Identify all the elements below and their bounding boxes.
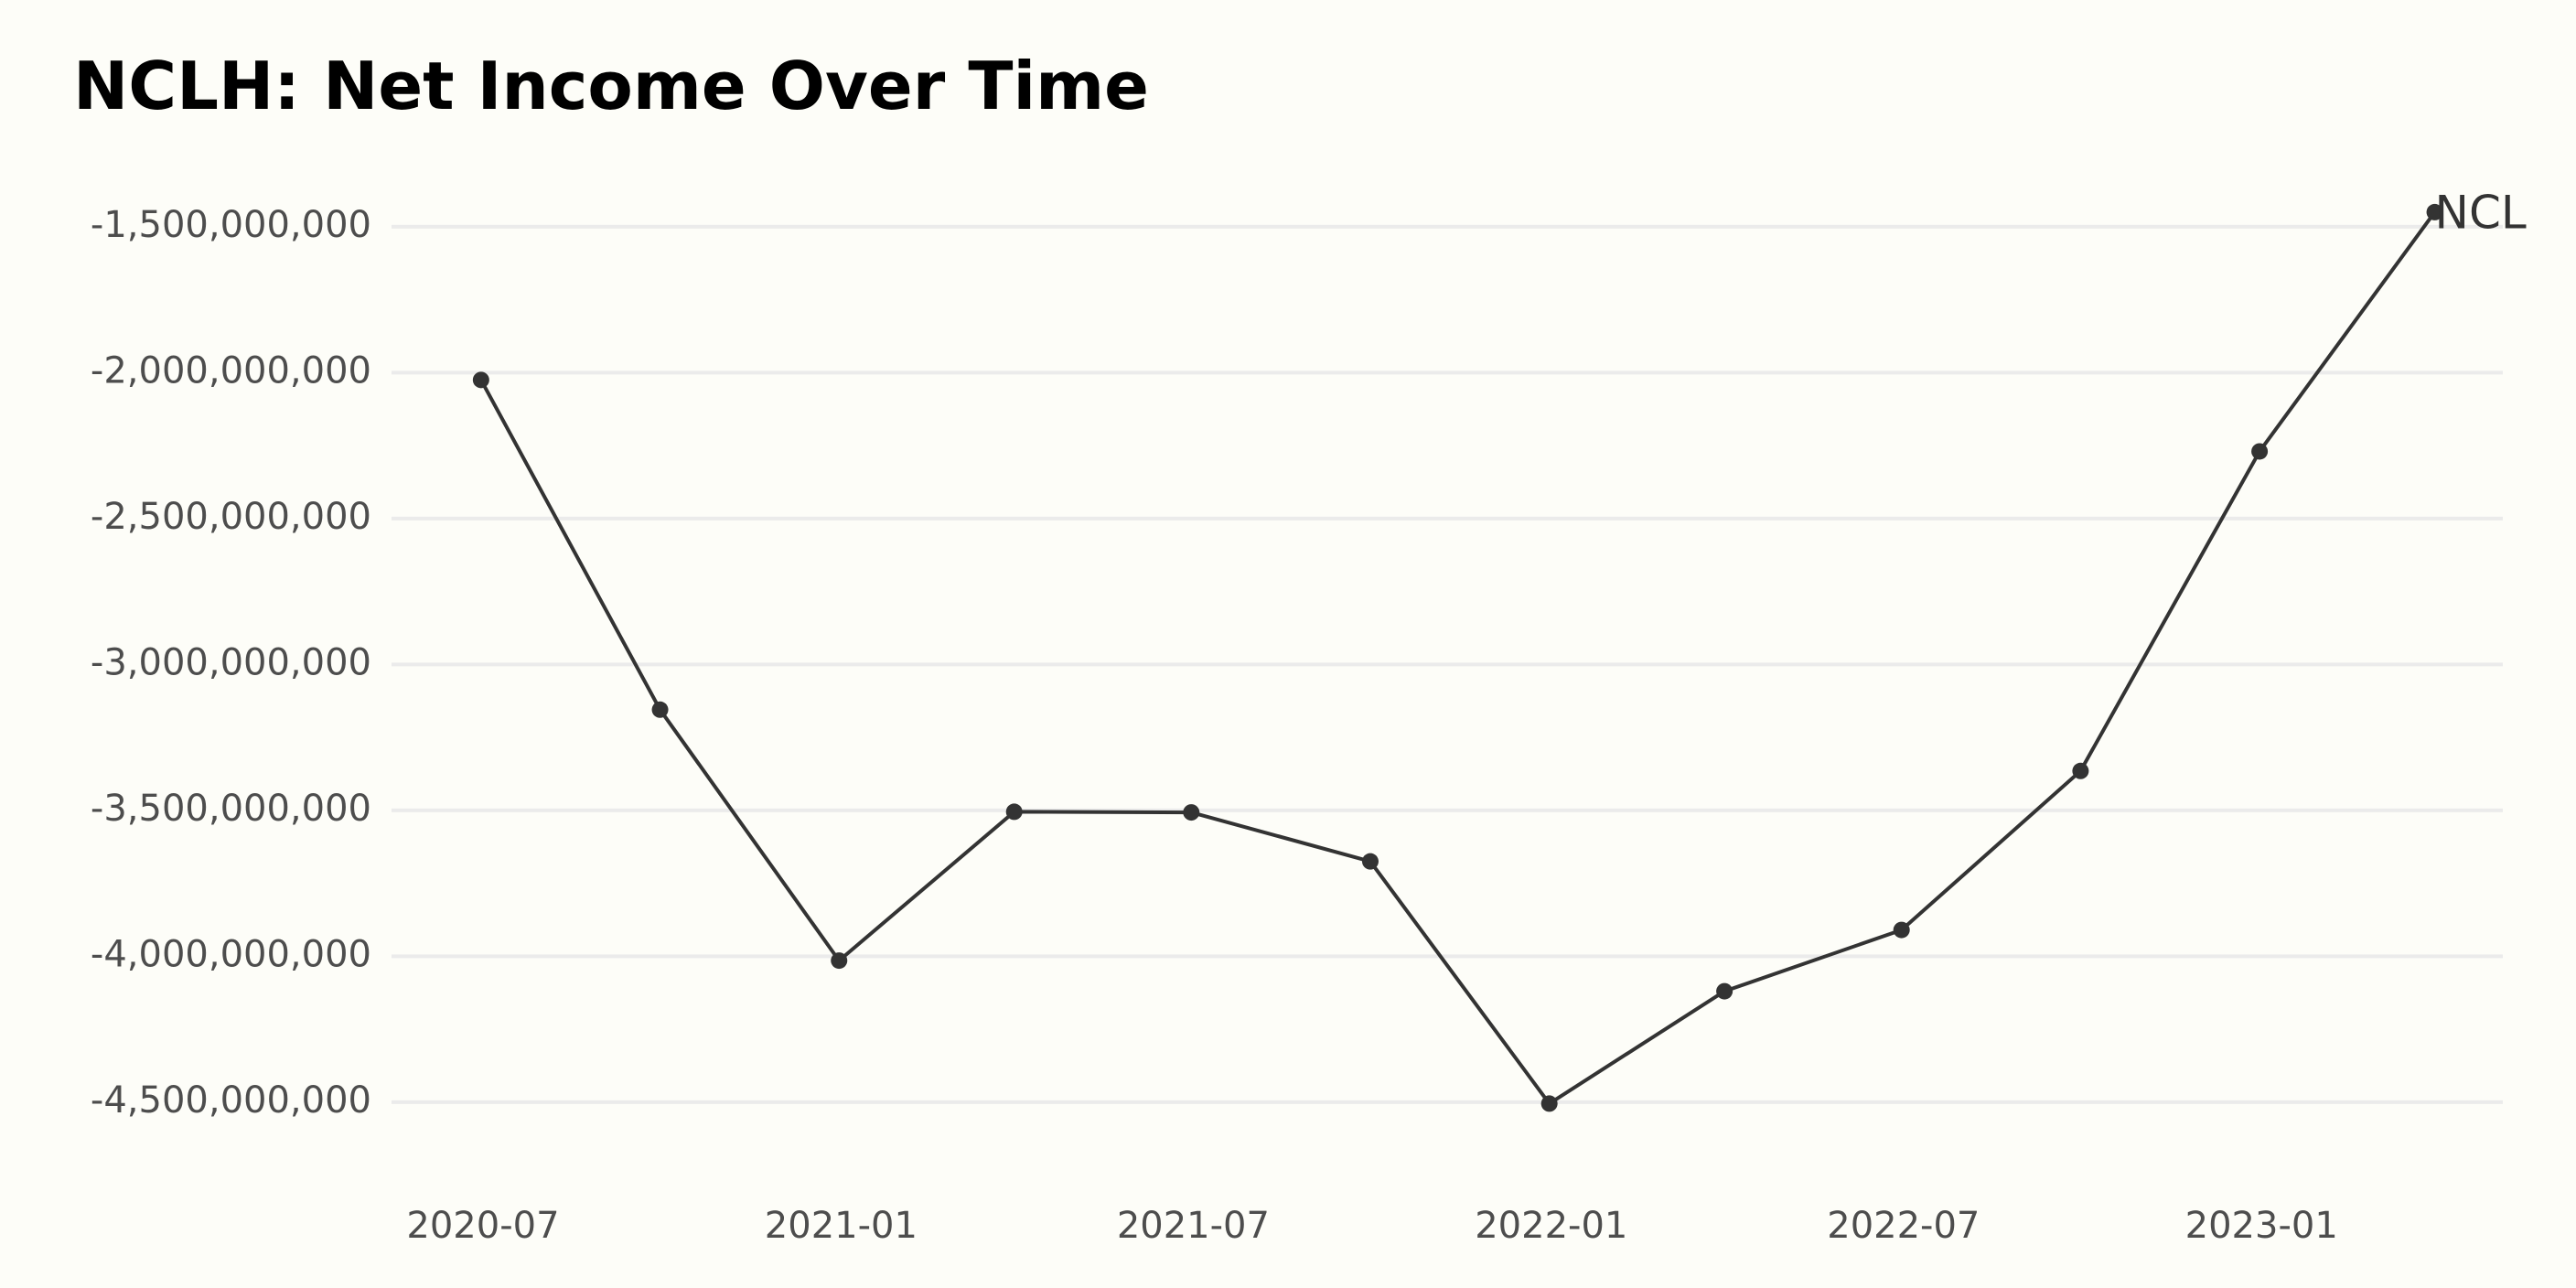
y-tick-label: -1,500,000,000 bbox=[91, 204, 371, 246]
data-point bbox=[1716, 982, 1733, 1000]
x-tick-label: 2021-07 bbox=[1117, 1205, 1270, 1247]
series-layer: NCL bbox=[472, 186, 2527, 1112]
x-tick-label: 2020-07 bbox=[406, 1205, 559, 1247]
series-line bbox=[479, 210, 2437, 1106]
data-point bbox=[1183, 804, 1200, 821]
chart-title: NCLH: Net Income Over Time bbox=[73, 48, 1149, 124]
data-point bbox=[2426, 203, 2443, 220]
x-tick-label: 2021-01 bbox=[765, 1205, 918, 1247]
gridlines bbox=[392, 224, 2503, 1104]
y-tick-label: -2,000,000,000 bbox=[91, 349, 371, 392]
x-tick-label: 2023-01 bbox=[2185, 1205, 2338, 1247]
y-tick-label: -3,000,000,000 bbox=[91, 641, 371, 683]
y-tick-label: -4,000,000,000 bbox=[91, 933, 371, 975]
data-point bbox=[2072, 762, 2089, 779]
data-point bbox=[1540, 1095, 1558, 1112]
data-point bbox=[651, 701, 669, 718]
y-tick-label: -4,500,000,000 bbox=[91, 1079, 371, 1122]
x-tick-label: 2022-07 bbox=[1827, 1205, 1980, 1247]
y-tick-label: -2,500,000,000 bbox=[91, 496, 371, 538]
data-point bbox=[472, 371, 489, 389]
x-axis-ticks: 2020-07 2021-01 2021-07 2022-01 2022-07 2023-… bbox=[406, 1205, 2337, 1247]
y-tick-label: -3,500,000,000 bbox=[91, 788, 371, 830]
series-end-label: NCL bbox=[2435, 186, 2527, 239]
data-point bbox=[831, 952, 848, 970]
data-point bbox=[1005, 803, 1023, 821]
data-point bbox=[1361, 853, 1379, 870]
data-point bbox=[2251, 443, 2269, 460]
data-point bbox=[1893, 921, 1910, 939]
x-tick-label: 2022-01 bbox=[1475, 1205, 1627, 1247]
y-axis-ticks: -1,500,000,000 -2,000,000,000 -2,500,000,0… bbox=[91, 204, 371, 1122]
